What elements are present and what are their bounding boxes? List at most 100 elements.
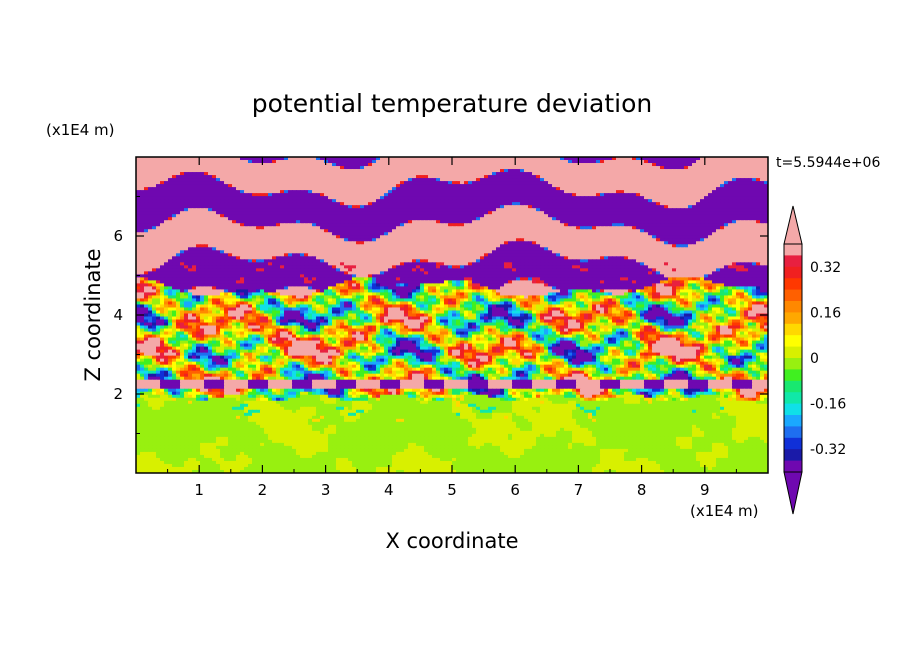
- contour-cell: [176, 205, 181, 209]
- contour-cell: [212, 202, 217, 206]
- contour-cell: [556, 205, 561, 209]
- contour-cell: [172, 181, 177, 185]
- contour-cell: [672, 193, 677, 197]
- contour-cell: [272, 160, 277, 164]
- contour-cell: [344, 199, 349, 203]
- contour-cell: [488, 193, 493, 197]
- contour-cell: [204, 190, 209, 194]
- contour-cell: [416, 181, 421, 185]
- contour-cell: [372, 205, 377, 209]
- contour-cell: [488, 208, 493, 212]
- contour-cell: [284, 208, 289, 212]
- contour-cell: [532, 190, 537, 194]
- contour-cell: [144, 163, 149, 167]
- contour-cell: [312, 196, 317, 200]
- contour-cell: [564, 214, 569, 218]
- contour-cell: [360, 178, 365, 182]
- contour-cell: [456, 190, 461, 194]
- contour-cell: [156, 202, 161, 206]
- contour-cell: [700, 160, 705, 164]
- contour-cell: [232, 211, 237, 215]
- contour-cell: [516, 160, 521, 164]
- contour-cell: [532, 193, 537, 197]
- contour-cell: [456, 187, 461, 191]
- contour-cell: [212, 163, 217, 167]
- contour-cell: [544, 163, 549, 167]
- contour-cell: [216, 157, 221, 161]
- contour-cell: [708, 166, 713, 170]
- contour-cell: [268, 175, 273, 179]
- contour-cell: [676, 181, 681, 185]
- contour-cell: [364, 184, 369, 188]
- contour-cell: [536, 163, 541, 167]
- contour-cell: [384, 211, 389, 215]
- contour-cell: [752, 175, 757, 179]
- contour-cell: [276, 157, 281, 161]
- contour-cell: [260, 190, 265, 194]
- contour-cell: [492, 196, 497, 200]
- contour-cell: [680, 163, 685, 167]
- contour-cell: [480, 160, 485, 164]
- contour-cell: [324, 184, 329, 188]
- contour-cell: [176, 160, 181, 164]
- contour-cell: [552, 160, 557, 164]
- contour-cell: [208, 175, 213, 179]
- contour-cell: [656, 184, 661, 188]
- contour-cell: [500, 160, 505, 164]
- contour-cell: [736, 196, 741, 200]
- contour-cell: [752, 187, 757, 191]
- contour-cell: [460, 187, 465, 191]
- contour-cell: [384, 169, 389, 173]
- contour-cell: [360, 172, 365, 176]
- contour-cell: [424, 172, 429, 176]
- contour-cell: [668, 199, 673, 203]
- contour-cell: [392, 208, 397, 212]
- contour-cell: [584, 184, 589, 188]
- contour-cell: [272, 205, 277, 209]
- contour-cell: [564, 157, 569, 161]
- contour-cell: [616, 169, 621, 173]
- contour-cell: [248, 184, 253, 188]
- contour-cell: [400, 199, 405, 203]
- contour-cell: [584, 163, 589, 167]
- contour-cell: [188, 160, 193, 164]
- contour-cell: [668, 211, 673, 215]
- contour-cell: [308, 205, 313, 209]
- contour-cell: [260, 175, 265, 179]
- contour-cell: [672, 175, 677, 179]
- contour-cell: [348, 172, 353, 176]
- contour-cell: [628, 166, 633, 170]
- contour-cell: [412, 169, 417, 173]
- contour-cell: [376, 157, 381, 161]
- contour-cell: [380, 166, 385, 170]
- contour-cell: [608, 163, 613, 167]
- contour-cell: [228, 202, 233, 206]
- contour-cell: [712, 205, 717, 209]
- contour-cell: [236, 160, 241, 164]
- contour-cell: [232, 190, 237, 194]
- contour-cell: [280, 169, 285, 173]
- contour-cell: [548, 193, 553, 197]
- contour-cell: [204, 196, 209, 200]
- contour-cell: [524, 169, 529, 173]
- contour-cell: [396, 169, 401, 173]
- contour-cell: [540, 181, 545, 185]
- contour-cell: [356, 181, 361, 185]
- contour-cell: [416, 199, 421, 203]
- contour-cell: [492, 172, 497, 176]
- contour-cell: [660, 196, 665, 200]
- contour-cell: [228, 175, 233, 179]
- contour-cell: [448, 160, 453, 164]
- contour-cell: [388, 178, 393, 182]
- contour-cell: [140, 172, 145, 176]
- contour-cell: [500, 199, 505, 203]
- contour-cell: [712, 160, 717, 164]
- contour-cell: [672, 181, 677, 185]
- contour-cell: [484, 214, 489, 218]
- contour-cell: [208, 205, 213, 209]
- contour-cell: [196, 199, 201, 203]
- contour-cell: [500, 175, 505, 179]
- contour-cell: [424, 169, 429, 173]
- contour-cell: [468, 166, 473, 170]
- contour-cell: [716, 208, 721, 212]
